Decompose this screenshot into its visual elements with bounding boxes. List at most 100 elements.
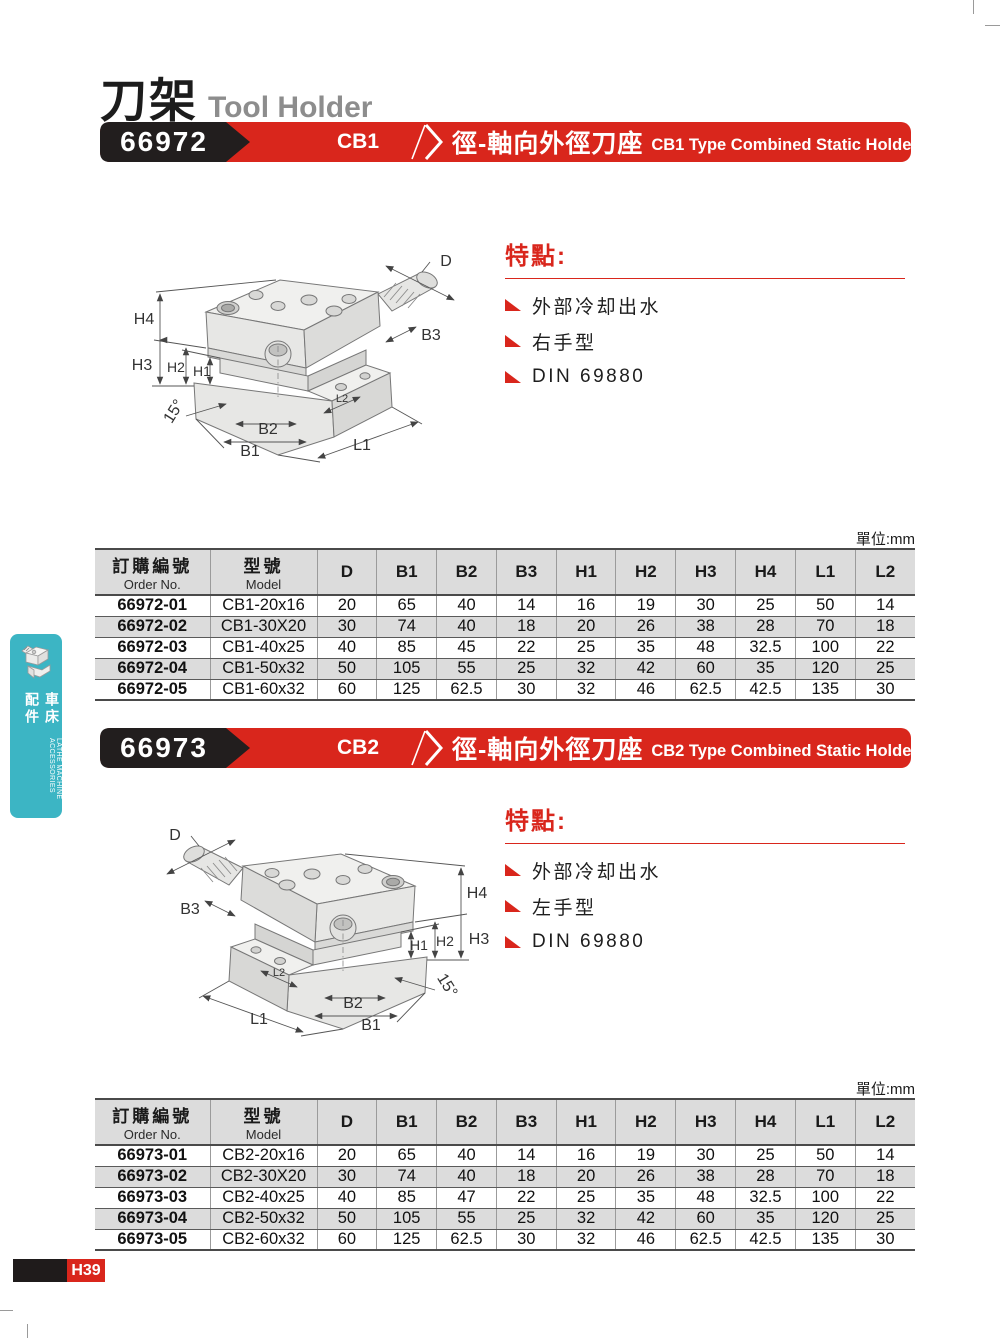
- header-dim-l1: L1: [794, 548, 856, 596]
- dim-value-cell: 40: [316, 1187, 377, 1209]
- header-dim-h2: H2: [615, 548, 676, 596]
- header-dim-h2: H2: [615, 1098, 676, 1146]
- crop-mark: [0, 1310, 13, 1311]
- feature-text: 外部冷却出水: [532, 296, 662, 318]
- dim-value-cell: 28: [735, 1166, 796, 1188]
- feature-text: DIN 69880: [532, 931, 646, 952]
- dim-label-b1: B1: [240, 443, 260, 460]
- dim-value-cell: 100: [794, 1187, 856, 1209]
- holder-body: [183, 845, 428, 1030]
- crop-mark: [985, 25, 1000, 26]
- dimension-labels: D H4 H3 H2 H1 B3 15° L2 B2 B1 L1: [169, 827, 489, 1034]
- triangle-bullet-icon: [505, 299, 521, 311]
- table-header-row: 訂購編號 Order No. 型號 Model D B1 B2 B3 H1 H2 H3 H4 L…: [95, 1098, 915, 1146]
- dim-value-cell: 22: [495, 637, 557, 659]
- chevron-separator-icon: [411, 730, 444, 766]
- dim-value-cell: 48: [675, 1187, 736, 1209]
- category-side-tab: 車床配件 LATHE MACHINE ACCESSORIES: [10, 634, 62, 818]
- dim-value-cell: 55: [436, 658, 497, 680]
- triangle-bullet-icon: [505, 335, 521, 347]
- dim-value-cell: 16: [555, 595, 616, 617]
- dim-label-h3: H3: [132, 357, 153, 374]
- dim-value-cell: 85: [376, 637, 437, 659]
- dim-value-cell: 25: [555, 1187, 616, 1209]
- spec-table-66973: 訂購編號 Order No. 型號 Model D B1 B2 B3 H1 H2 H3 H4 L…: [95, 1098, 915, 1251]
- dim-label-h2: H2: [167, 359, 185, 375]
- dim-value-cell: 18: [495, 1166, 557, 1188]
- model-cell: CB1-40x25: [209, 637, 317, 659]
- dim-value-cell: 25: [854, 1208, 915, 1230]
- order-no-cell: 66973-01: [95, 1145, 210, 1167]
- order-no-cell: 66973-04: [95, 1208, 210, 1230]
- dim-value-cell: 74: [376, 1166, 437, 1188]
- dim-label-b2: B2: [258, 421, 278, 438]
- unit-label: 單位:mm: [855, 531, 915, 548]
- dim-value-cell: 14: [854, 1145, 915, 1167]
- dim-label-l2: L2: [336, 393, 348, 405]
- dim-value-cell: 20: [316, 1145, 377, 1167]
- model-cell: CB2-20x16: [209, 1145, 317, 1167]
- header-order-no: 訂購編號 Order No.: [95, 1098, 210, 1146]
- dim-label-h1: H1: [193, 363, 211, 379]
- feature-item: 左手型: [505, 894, 905, 919]
- dim-value-cell: 85: [376, 1187, 437, 1209]
- dim-value-cell: 48: [675, 637, 736, 659]
- dim-value-cell: 25: [854, 658, 915, 680]
- dim-value-cell: 47: [436, 1187, 497, 1209]
- banner-title-en: CB1 Type Combined Static Holder: [651, 135, 918, 154]
- crop-mark: [973, 0, 974, 14]
- crop-mark: [27, 1324, 28, 1338]
- dim-value-cell: 60: [316, 679, 377, 701]
- dim-value-cell: 22: [495, 1187, 557, 1209]
- header-dim-h3: H3: [675, 1098, 736, 1146]
- table-row: 66972-04 CB1-50x32 50 105 55 25 32 42 60 35 120 25: [95, 658, 915, 680]
- dim-value-cell: 42.5: [735, 679, 796, 701]
- unit-label: 單位:mm: [855, 1081, 915, 1098]
- dim-value-cell: 30: [316, 1166, 377, 1188]
- table-row: 66972-02 CB1-30X20 30 74 40 18 20 26 38 28 70 18: [95, 616, 915, 638]
- dim-value-cell: 40: [436, 1166, 497, 1188]
- dimension-lines: [166, 835, 469, 1037]
- header-dim-l1: L1: [794, 1098, 856, 1146]
- dim-label-h4: H4: [134, 311, 155, 328]
- dim-label-l2: L2: [273, 967, 285, 979]
- dim-value-cell: 18: [854, 616, 915, 638]
- header-dim-b2: B2: [436, 1098, 497, 1146]
- dim-value-cell: 30: [495, 1229, 557, 1251]
- dim-value-cell: 100: [794, 637, 856, 659]
- dim-value-cell: 30: [495, 679, 557, 701]
- header-dim-b3: B3: [495, 548, 557, 596]
- order-no-badge: 66972: [120, 126, 208, 157]
- dim-label-b2: B2: [343, 995, 363, 1012]
- header-dim-h1: H1: [555, 1098, 616, 1146]
- dim-value-cell: 125: [376, 679, 437, 701]
- dim-value-cell: 35: [735, 1208, 796, 1230]
- dim-value-cell: 32.5: [735, 1187, 796, 1209]
- banner-titles: 徑-軸向外徑刀座 CB1 Type Combined Static Holder: [452, 122, 918, 162]
- dim-value-cell: 22: [854, 1187, 915, 1209]
- model-cell: CB2-50x32: [209, 1208, 317, 1230]
- dim-value-cell: 32: [555, 1208, 616, 1230]
- dim-value-cell: 25: [555, 637, 616, 659]
- dim-label-l1: L1: [353, 437, 371, 454]
- dim-value-cell: 30: [854, 1229, 915, 1251]
- dim-value-cell: 16: [555, 1145, 616, 1167]
- dim-value-cell: 50: [316, 1208, 377, 1230]
- banner-title-zh: 徑-軸向外徑刀座: [452, 736, 644, 764]
- page-title-zh: 刀架: [100, 74, 198, 127]
- dim-label-angle: 15°: [433, 971, 460, 1001]
- page-number: H39: [67, 1259, 105, 1282]
- order-no-cell: 66973-03: [95, 1187, 210, 1209]
- table-row: 66972-01 CB1-20x16 20 65 40 14 16 19 30 25 50 14: [95, 595, 915, 617]
- feature-item: 右手型: [505, 329, 905, 354]
- dim-value-cell: 62.5: [675, 1229, 736, 1251]
- dim-value-cell: 62.5: [436, 679, 497, 701]
- features-title: 特點:: [505, 236, 905, 279]
- banner-title-en: CB2 Type Combined Static Holder: [651, 741, 918, 760]
- dim-label-b3: B3: [180, 901, 200, 918]
- order-no-arrow-shape: [100, 728, 250, 768]
- dim-value-cell: 74: [376, 616, 437, 638]
- dim-value-cell: 40: [436, 1145, 497, 1167]
- feature-text: 右手型: [532, 332, 597, 354]
